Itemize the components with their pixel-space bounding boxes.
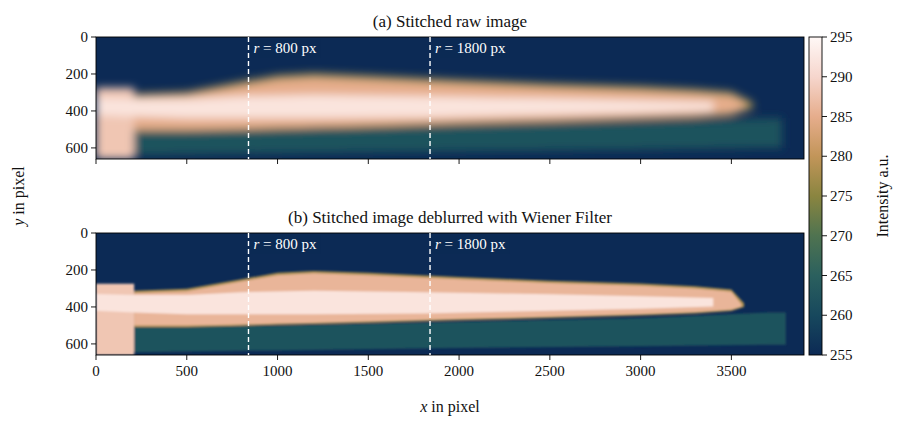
x-tick [186,159,187,164]
y-tick-label: 0 [81,225,89,241]
label-patch [432,39,509,58]
x-tick [640,355,641,360]
y-tick-label: 600 [66,140,89,156]
panel-title: (a) Stitched raw image [373,12,527,31]
x-tick-label: 0 [92,363,100,379]
label-part: = 800 px [259,40,317,56]
colorbar-tick [822,116,827,117]
y-tick [91,343,96,344]
x-tick [459,159,460,164]
x-tick-label: 2000 [444,363,474,379]
label-part: = 1800 px [441,40,506,56]
annotation: r = 800 px [250,235,320,254]
x-tick [96,355,97,360]
plot-area [96,37,804,159]
panel-title: (b) Stitched image deblurred with Wiener… [288,208,612,227]
x-tick [368,355,369,360]
annotation-label: r = 1800 px [435,40,506,56]
x-tick-label: 500 [176,363,199,379]
x-tick-label: 1500 [353,363,383,379]
marker-line [429,37,430,159]
colorbar-tick [822,37,827,38]
colorbar-tick-label: 265 [830,268,853,284]
x-tick [731,159,732,164]
y-tick [91,37,96,38]
background [96,233,804,355]
colorbar-tick-label: 275 [830,188,853,204]
x-tick [96,159,97,164]
colorbar-tick-label: 260 [830,307,853,323]
y-tick [91,147,96,148]
y-tick-label: 200 [66,66,89,82]
colorbar-tick [822,196,827,197]
label-patch [250,235,320,254]
y-tick-label: 400 [66,103,89,119]
colorbar-tick-label: 290 [830,69,853,85]
colorbar-tick-label: 280 [830,148,853,164]
plot-area [96,233,804,355]
y-tick-label: 0 [81,29,89,45]
label-part: = 1800 px [441,236,506,252]
layers [96,73,782,159]
colorbar-tick [822,235,827,236]
x-tick [549,355,550,360]
colorbar-tick [822,315,827,316]
marker-line [248,37,249,159]
label-part: = 800 px [259,236,317,252]
label-patch [432,235,509,254]
background [96,37,804,159]
layers [96,271,786,355]
annotation-label: r = 1800 px [435,236,506,252]
intensity-region [96,291,713,315]
colorbar-tick-label: 285 [830,109,853,125]
x-axis-title: x in pixel [419,398,480,416]
x-tick-label: 1000 [263,363,293,379]
y-tick [91,110,96,111]
marker-line [429,233,430,355]
y-tick [91,269,96,270]
annotation-label: r = 800 px [253,236,317,252]
colorbar-tick [822,156,827,157]
x-tick [277,159,278,164]
x-tick-label: 3500 [716,363,746,379]
x-tick [186,355,187,360]
y-axis-title: y in pixel [10,166,28,228]
figure: (a) Stitched raw image 0 200 400 600 r = 800 … [0,0,901,427]
colorbar-tick [822,275,827,276]
x-tick [549,159,550,164]
x-tick-label: 3000 [626,363,656,379]
annotation-label: r = 800 px [253,40,317,56]
x-tick [368,159,369,164]
x-tick [277,355,278,360]
colorbar-tick-label: 295 [830,29,853,45]
intensity-region [96,95,713,119]
x-tick [459,355,460,360]
annotation: r = 1800 px [432,235,509,254]
colorbar-tick [822,355,827,356]
colorbar [809,37,822,355]
label-part: in pixel [10,166,28,219]
x-tick-label: 2500 [535,363,565,379]
colorbar-tick-label: 270 [830,228,853,244]
label-part: x [419,398,427,415]
y-tick [91,306,96,307]
colorbar-title: Intensity a.u. [874,154,892,237]
marker-line [248,233,249,355]
y-tick-label: 600 [66,336,89,352]
colorbar-tick-label: 255 [830,347,853,363]
frame [96,233,804,355]
x-tick [731,355,732,360]
frame [96,37,804,159]
y-tick-label: 400 [66,299,89,315]
colorbar-tick [822,76,827,77]
y-tick-label: 200 [66,262,89,278]
label-part: in pixel [427,398,480,416]
annotation: r = 1800 px [432,39,509,58]
x-tick [640,159,641,164]
label-patch [250,39,320,58]
y-tick [91,233,96,234]
y-tick [91,73,96,74]
annotation: r = 800 px [250,39,320,58]
